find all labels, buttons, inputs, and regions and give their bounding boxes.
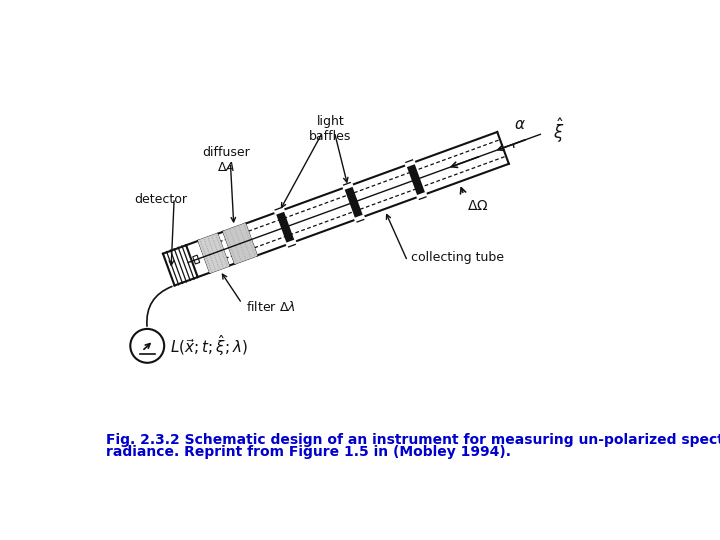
Text: light
baffles: light baffles (310, 115, 351, 143)
Polygon shape (199, 234, 229, 273)
Text: collecting tube: collecting tube (411, 251, 504, 264)
Text: filter $\Delta\lambda$: filter $\Delta\lambda$ (246, 300, 295, 314)
Text: diffuser
$\Delta A$: diffuser $\Delta A$ (202, 146, 251, 174)
Text: $\Delta\Omega$: $\Delta\Omega$ (467, 199, 488, 213)
Text: detector: detector (134, 193, 187, 206)
Text: $\alpha$: $\alpha$ (514, 117, 526, 132)
Text: $\hat{\xi}$: $\hat{\xi}$ (553, 116, 564, 145)
Polygon shape (223, 224, 257, 264)
Text: Fig. 2.3.2 Schematic design of an instrument for measuring un-polarized spectral: Fig. 2.3.2 Schematic design of an instru… (106, 433, 720, 447)
Text: radiance. Reprint from Figure 1.5 in (Mobley 1994).: radiance. Reprint from Figure 1.5 in (Mo… (106, 445, 510, 459)
Text: $L(\vec{x};t;\hat{\xi};\lambda)$: $L(\vec{x};t;\hat{\xi};\lambda)$ (171, 333, 248, 359)
